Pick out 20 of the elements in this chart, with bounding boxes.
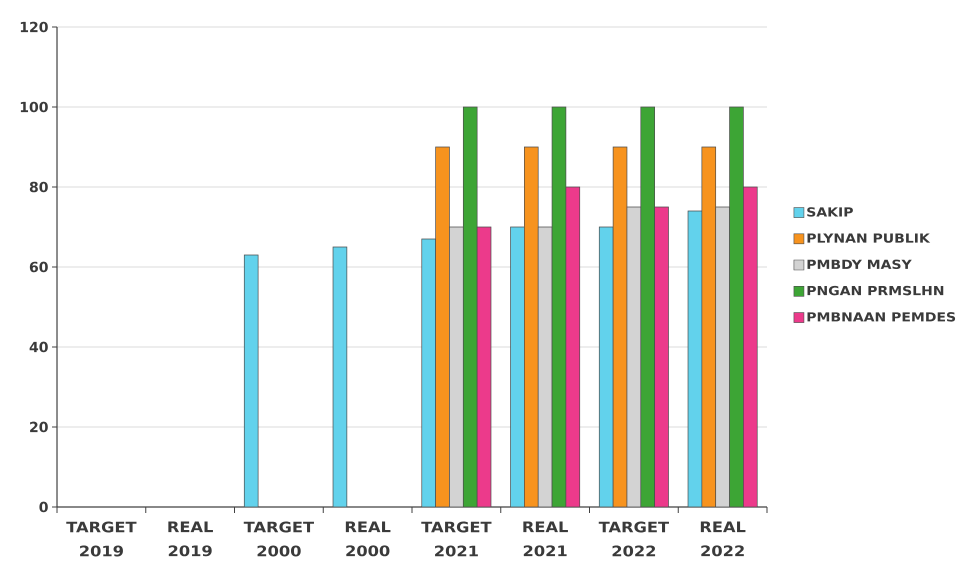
y-tick-label: 80 — [30, 182, 48, 192]
x-tick-label: TARGET 2021 — [421, 522, 492, 556]
x-tick-label: REAL 2000 — [346, 522, 390, 556]
y-tick-label: 100 — [20, 102, 48, 112]
x-tick-label: REAL 2019 — [168, 522, 213, 556]
y-tick-label: 120 — [20, 22, 48, 32]
x-tick-label: REAL 2022 — [700, 522, 746, 556]
legend-label: PLYNAN PUBLIK — [808, 233, 930, 243]
y-tick-label: 20 — [30, 422, 48, 432]
legend-label: PNGAN PRMSLHN — [808, 286, 944, 296]
x-tick-label: REAL 2021 — [523, 522, 568, 556]
legend-label: PMBDY MASY — [808, 260, 912, 270]
y-tick-label: 40 — [30, 342, 48, 352]
x-tick-label: TARGET 2022 — [598, 522, 669, 556]
x-tick-label: TARGET 2000 — [244, 522, 314, 556]
legend-label: SAKIP — [807, 207, 853, 217]
x-tick-label: TARGET 2019 — [66, 522, 136, 556]
y-tick-label: 60 — [30, 262, 48, 272]
y-tick-label: 0 — [39, 502, 48, 512]
legend-label: PMBNAAN PEMDES — [808, 312, 956, 322]
